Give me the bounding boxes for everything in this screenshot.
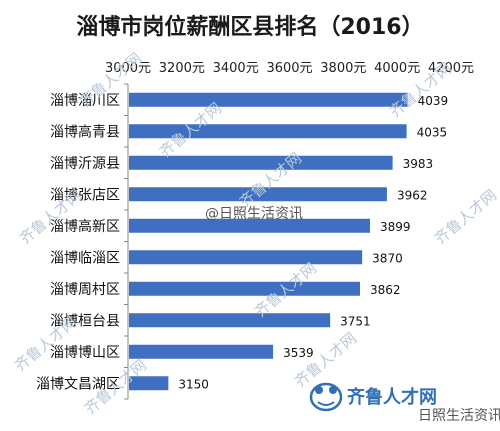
watermark-text: 齐鲁人才网: [431, 186, 500, 248]
overlay-watermark: @日照生活资讯: [205, 206, 303, 222]
bar: [129, 155, 393, 170]
brand-logo: 齐鲁人才网 日照生活资讯: [309, 382, 500, 424]
bars: [129, 92, 408, 391]
category-label: 淄博淄川区: [50, 92, 120, 109]
value-labels: 4039 4035 3983 3962 3899 3870 3862 3751 3539 3150: [178, 94, 448, 392]
brand-name: 齐鲁人才网: [347, 386, 437, 408]
x-tick-label: 3800元: [320, 61, 366, 76]
value-label: 3150: [178, 377, 209, 391]
category-label: 淄博高新区: [50, 218, 120, 235]
watermark-text: 齐鲁人才网: [291, 329, 360, 391]
value-label: 4035: [417, 125, 448, 139]
category-label: 淄博高青县: [50, 123, 120, 140]
bar: [129, 376, 169, 391]
bar: [129, 218, 370, 233]
category-label: 淄博临淄区: [50, 249, 120, 266]
value-label: 3751: [340, 314, 371, 328]
bar: [129, 313, 331, 328]
value-label: 3862: [370, 283, 401, 297]
x-tick-label: 3400元: [213, 61, 259, 76]
value-label: 3962: [397, 188, 428, 202]
value-label: 3870: [372, 251, 403, 265]
y-axis: [124, 83, 129, 400]
category-label: 淄博沂源县: [50, 155, 120, 172]
category-label: 淄博张店区: [50, 186, 120, 203]
x-tick-label: 3000元: [105, 61, 151, 76]
bar: [129, 187, 387, 202]
category-label: 淄博文昌湖区: [36, 375, 120, 392]
category-labels: 淄博淄川区淄博高青县淄博沂源县淄博张店区淄博高新区淄博临淄区淄博周村区淄博桓台县…: [36, 92, 120, 393]
value-label: 4039: [418, 94, 449, 108]
category-label: 淄博博山区: [50, 344, 120, 361]
corner-watermark: 日照生活资讯: [418, 408, 500, 424]
x-tick-label: 4200元: [428, 61, 474, 76]
chart-title: 淄博市岗位薪酬区县排名（2016）: [76, 14, 423, 40]
x-tick-label: 3600元: [266, 61, 312, 76]
bar: [129, 124, 407, 139]
bar: [129, 250, 363, 265]
x-tick-label: 3200元: [159, 61, 205, 76]
category-label: 淄博周村区: [50, 281, 120, 298]
value-label: 3983: [403, 157, 434, 171]
frog-logo-icon: [309, 382, 343, 412]
x-tick-labels: 3000元 3200元 3400元 3600元 3800元 4000元 4200元: [105, 61, 474, 76]
x-tick-label: 4000元: [374, 61, 420, 76]
category-label: 淄博桓台县: [50, 312, 120, 329]
value-label: 3539: [283, 346, 314, 360]
bar: [129, 92, 408, 107]
bar: [129, 281, 361, 296]
bar: [129, 344, 274, 359]
value-label: 3899: [380, 220, 411, 234]
